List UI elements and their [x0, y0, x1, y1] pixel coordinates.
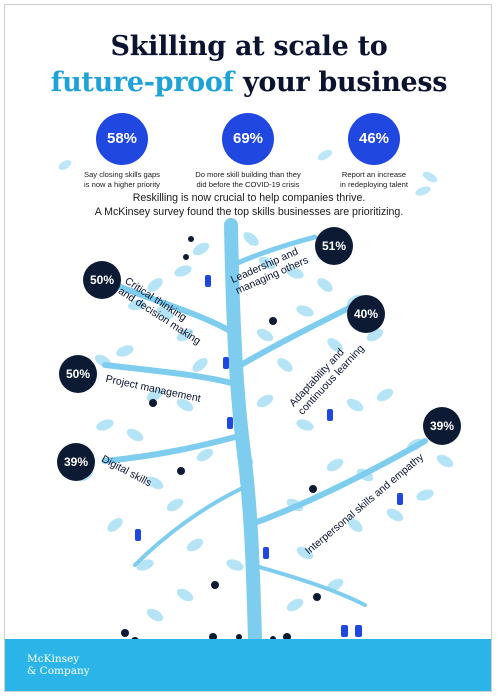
infographic: Skilling at scale to future-proof your b… — [4, 4, 492, 692]
badge-digital-skills: 39% — [57, 443, 95, 481]
mckinsey-logo: McKinsey & Company — [27, 653, 90, 677]
leaf-cluster — [58, 149, 438, 196]
tree-illustration — [58, 149, 454, 647]
stat-description: Do more skill building than they did befo… — [195, 170, 301, 189]
tree-branches — [102, 218, 428, 647]
climber-figures — [135, 275, 403, 637]
badge-adaptability: 40% — [347, 295, 385, 333]
stat-skill-building: 69% Do more skill building than they did … — [173, 113, 323, 189]
stat-circle: 69% — [222, 113, 274, 165]
stat-description: Say closing skills gaps is now a higher p… — [84, 170, 160, 189]
stat-description: Report an increase in redeploying talent — [340, 170, 408, 189]
title-line-1: Skilling at scale to — [110, 31, 388, 62]
stat-circle: 58% — [96, 113, 148, 165]
badge-project-management: 50% — [59, 355, 97, 393]
title-line-2: future-proof your business — [5, 67, 491, 98]
intro-text: Reskilling is now crucial to help compan… — [94, 192, 404, 218]
badge-interpersonal: 39% — [423, 407, 461, 445]
ground-band — [5, 639, 491, 691]
badge-leadership: 51% — [315, 227, 353, 265]
title-rest: your business — [233, 67, 448, 98]
badge-critical-thinking: 50% — [83, 261, 121, 299]
stat-redeploying: 46% Report an increase in redeploying tal… — [299, 113, 449, 189]
leaves — [76, 222, 454, 622]
title-accent: future-proof — [50, 67, 234, 98]
stat-skills-gaps: 58% Say closing skills gaps is now a high… — [47, 113, 197, 189]
stat-circle: 46% — [348, 113, 400, 165]
